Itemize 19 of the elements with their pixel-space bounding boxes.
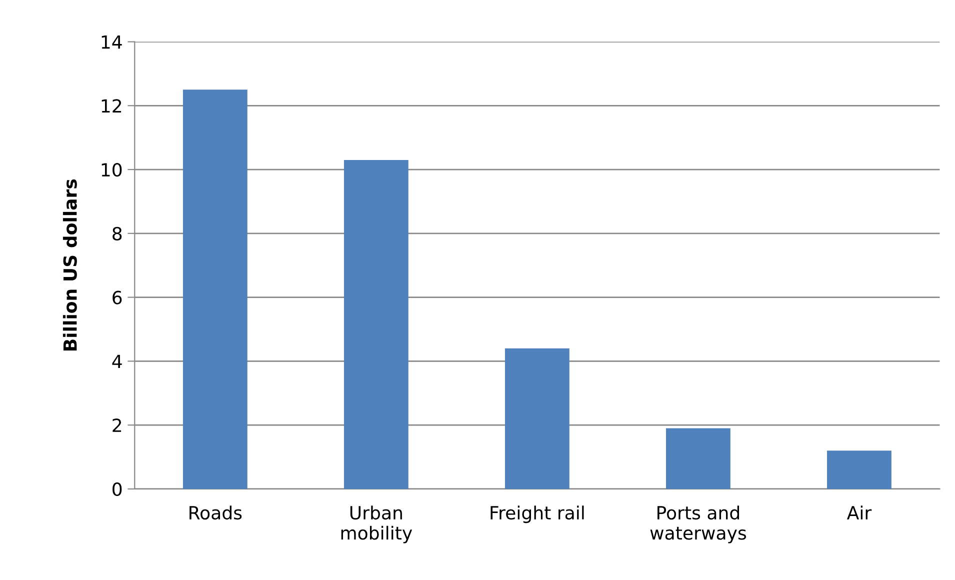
y-tick-label: 0 (112, 482, 122, 496)
x-tick-label: Freight rail (490, 506, 584, 524)
bar (344, 160, 408, 489)
x-tick-label: Roads (190, 506, 242, 520)
y-tick-label: 8 (112, 226, 122, 241)
y-tick-label: 10 (102, 162, 122, 177)
y-tick-label: 4 (112, 354, 122, 368)
bar (827, 450, 892, 489)
y-tick-label: 12 (102, 99, 122, 113)
bar (182, 90, 248, 489)
y-axis-title: Billion US dollars (62, 179, 77, 350)
x-tick-label: Air (846, 506, 872, 520)
y-tick-label: 2 (112, 418, 122, 432)
x-tick-label: Urban mobility (341, 506, 412, 544)
bar (504, 348, 570, 489)
bar (666, 428, 730, 489)
y-tick-label: 6 (112, 290, 122, 304)
y-tick-label: 14 (102, 35, 122, 49)
x-tick-label: Ports and waterways (650, 506, 746, 544)
